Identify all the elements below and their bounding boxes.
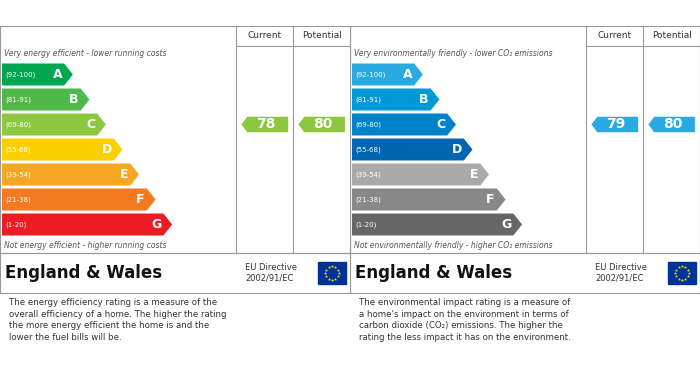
Text: England & Wales: England & Wales xyxy=(5,264,162,282)
Text: 80: 80 xyxy=(663,118,682,131)
Text: Current: Current xyxy=(248,32,282,41)
Text: England & Wales: England & Wales xyxy=(355,264,512,282)
Polygon shape xyxy=(352,163,489,185)
Polygon shape xyxy=(2,113,106,136)
Text: (69-80): (69-80) xyxy=(5,121,31,128)
Polygon shape xyxy=(352,213,522,235)
Text: 79: 79 xyxy=(606,118,625,131)
Text: C: C xyxy=(436,118,445,131)
Text: Current: Current xyxy=(598,32,632,41)
Text: D: D xyxy=(452,143,462,156)
Text: A: A xyxy=(52,68,62,81)
Text: (21-38): (21-38) xyxy=(355,196,381,203)
Text: Energy Efficiency Rating: Energy Efficiency Rating xyxy=(8,7,181,20)
Text: G: G xyxy=(501,218,511,231)
Polygon shape xyxy=(298,117,345,132)
Bar xyxy=(318,262,346,284)
Text: A: A xyxy=(402,68,412,81)
Polygon shape xyxy=(2,213,172,235)
Text: Very environmentally friendly - lower CO₂ emissions: Very environmentally friendly - lower CO… xyxy=(354,50,552,59)
Polygon shape xyxy=(352,88,440,111)
Text: (21-38): (21-38) xyxy=(5,196,31,203)
Text: (1-20): (1-20) xyxy=(5,221,27,228)
Text: (81-91): (81-91) xyxy=(355,96,381,103)
Text: (39-54): (39-54) xyxy=(355,171,381,178)
Text: B: B xyxy=(69,93,78,106)
Polygon shape xyxy=(352,188,505,210)
Text: (69-80): (69-80) xyxy=(355,121,381,128)
Text: E: E xyxy=(470,168,478,181)
Text: (92-100): (92-100) xyxy=(5,71,36,78)
Polygon shape xyxy=(352,113,456,136)
Polygon shape xyxy=(592,117,638,132)
Polygon shape xyxy=(352,138,473,160)
Polygon shape xyxy=(2,188,155,210)
Text: (55-68): (55-68) xyxy=(355,146,381,153)
Polygon shape xyxy=(241,117,288,132)
Text: 78: 78 xyxy=(256,118,275,131)
Polygon shape xyxy=(352,63,423,86)
Polygon shape xyxy=(2,163,139,185)
Polygon shape xyxy=(2,138,122,160)
Text: Not environmentally friendly - higher CO₂ emissions: Not environmentally friendly - higher CO… xyxy=(354,240,552,249)
Text: EU Directive
2002/91/EC: EU Directive 2002/91/EC xyxy=(245,263,297,283)
Text: D: D xyxy=(102,143,112,156)
Text: 80: 80 xyxy=(313,118,332,131)
Text: F: F xyxy=(486,193,495,206)
Text: EU Directive
2002/91/EC: EU Directive 2002/91/EC xyxy=(595,263,647,283)
Text: Potential: Potential xyxy=(302,32,342,41)
Text: The environmental impact rating is a measure of
a home's impact on the environme: The environmental impact rating is a mea… xyxy=(358,298,570,342)
Text: F: F xyxy=(136,193,145,206)
Text: Potential: Potential xyxy=(652,32,692,41)
Text: (81-91): (81-91) xyxy=(5,96,31,103)
Text: Environmental Impact (CO₂) Rating: Environmental Impact (CO₂) Rating xyxy=(358,7,605,20)
Polygon shape xyxy=(2,63,73,86)
Text: B: B xyxy=(419,93,428,106)
Bar xyxy=(668,262,696,284)
Text: Very energy efficient - lower running costs: Very energy efficient - lower running co… xyxy=(4,50,167,59)
Text: (39-54): (39-54) xyxy=(5,171,31,178)
Text: (92-100): (92-100) xyxy=(355,71,386,78)
Text: (1-20): (1-20) xyxy=(355,221,377,228)
Text: E: E xyxy=(120,168,128,181)
Text: Not energy efficient - higher running costs: Not energy efficient - higher running co… xyxy=(4,240,167,249)
Polygon shape xyxy=(2,88,90,111)
Text: G: G xyxy=(151,218,162,231)
Text: The energy efficiency rating is a measure of the
overall efficiency of a home. T: The energy efficiency rating is a measur… xyxy=(8,298,226,342)
Text: C: C xyxy=(86,118,95,131)
Polygon shape xyxy=(648,117,695,132)
Text: (55-68): (55-68) xyxy=(5,146,31,153)
